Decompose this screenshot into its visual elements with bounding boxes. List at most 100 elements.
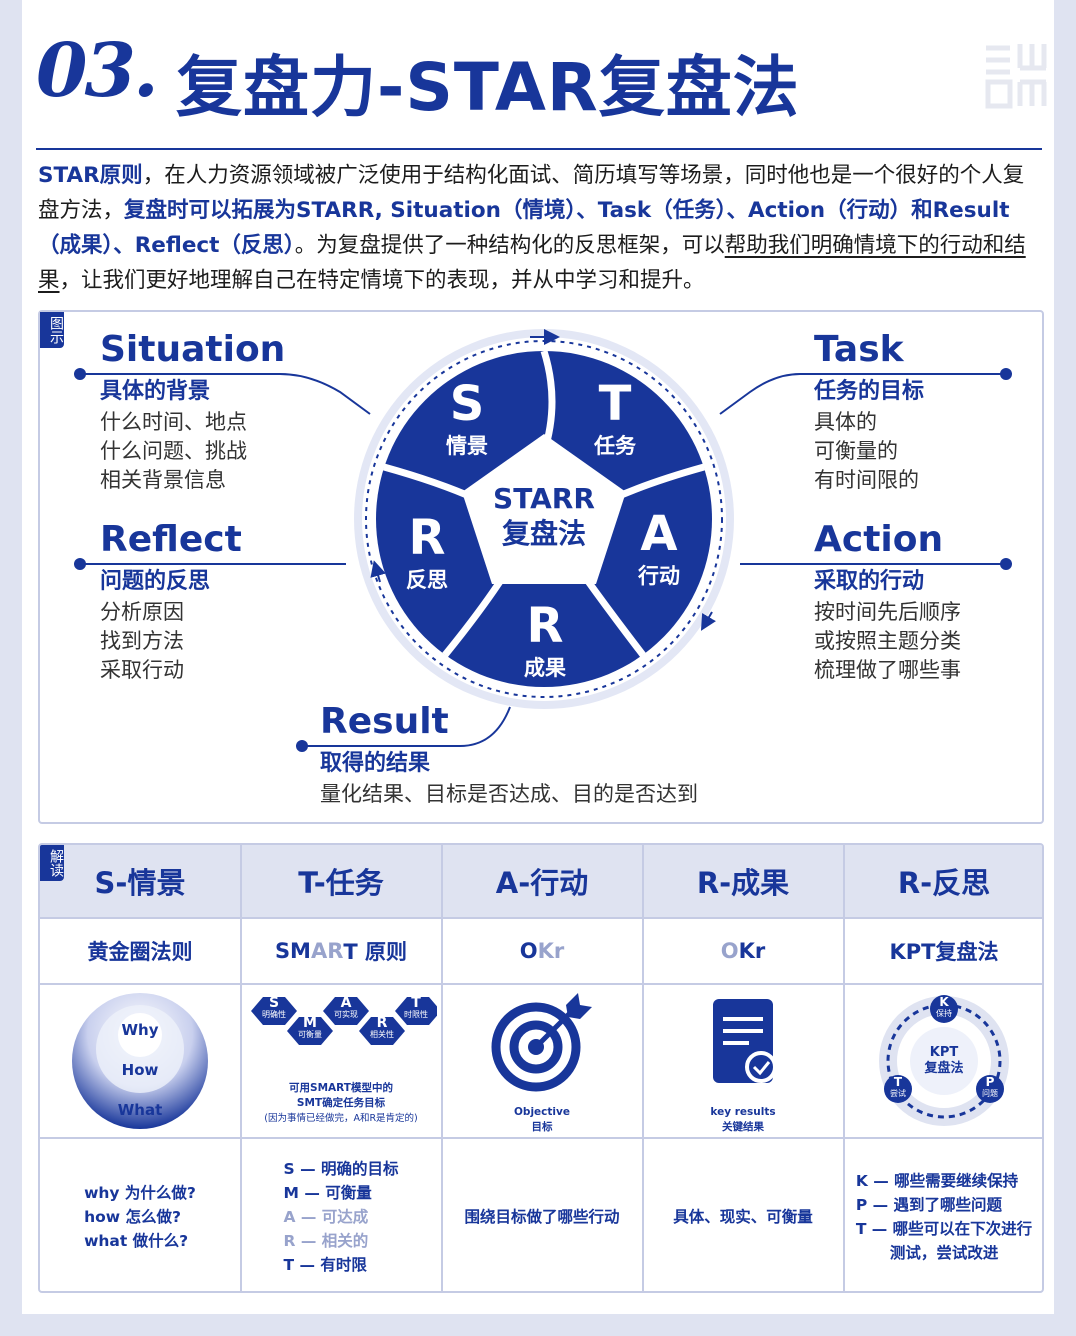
segment-t: T 任务	[580, 378, 650, 460]
segment-s-label: 情景	[446, 434, 488, 458]
keyresults-cell: key results 关键结果	[643, 985, 843, 1137]
smart-caption-2: SMT确定任务目标	[296, 1097, 386, 1109]
desc-t-line: R — 相关的	[283, 1232, 369, 1250]
action-title: Action	[814, 519, 944, 560]
desc-t-line: T — 有时限	[283, 1256, 367, 1274]
smart-s-text: 明确性	[262, 1010, 286, 1019]
diagram-tag: 图示	[40, 312, 64, 348]
kpt-p: P 问题	[976, 1076, 1004, 1099]
interpretation-table: 解读 S-情景 T-任务 A-行动 R-成果 R-反思 黄金圈法则 SM AR T …	[38, 843, 1044, 1293]
header-situation: S-情景	[94, 866, 186, 900]
block-reflect: Reflect 问题的反思 分析原因 找到方法 采取行动	[100, 518, 360, 685]
table-tag: 解读	[40, 845, 64, 881]
column-divider	[441, 845, 443, 1291]
intro-bold-2: 复盘时可以拓展为STARR, Situation（情境）、Task（任务）、Ac…	[38, 198, 1010, 258]
smart-s: S 明确性	[251, 996, 297, 1021]
center-line-2: 复盘法	[501, 517, 586, 550]
block-action: Action 采取的行动 按时间先后顺序 或按照主题分类 梳理做了哪些事	[814, 518, 1034, 685]
column-divider	[642, 845, 644, 1291]
row-divider	[40, 1137, 1042, 1139]
reflect-line: 分析原因	[100, 600, 184, 624]
golden-circle-icon	[72, 993, 208, 1129]
task-title: Task	[814, 329, 904, 370]
segment-s: S 情景	[432, 378, 502, 460]
method-smart-c: T 原则	[343, 940, 408, 964]
keyresults-en: key results	[710, 1106, 776, 1118]
header-reflect: R-反思	[897, 866, 991, 900]
kpt-k: K 保持	[930, 996, 958, 1019]
segment-r-reflect-label: 反思	[406, 568, 448, 592]
kpt-p-text: 问题	[982, 1089, 998, 1098]
kpt-k-text: 保持	[936, 1009, 952, 1018]
segment-r-reflect: R 反思	[392, 512, 462, 594]
target-icon	[491, 993, 592, 1092]
kpt-center-2: 复盘法	[924, 1061, 964, 1076]
diagram-graphics	[74, 329, 1012, 752]
desc-s-line: why 为什么做?	[84, 1184, 196, 1202]
center-line-1: STARR	[493, 482, 595, 515]
method-kpt: KPT复盘法	[889, 940, 999, 964]
result-line: 量化结果、目标是否达成、目的是否达到	[320, 782, 698, 806]
desc-k-line: 测试，尝试改进	[889, 1244, 999, 1262]
method-okr-b: K	[537, 939, 554, 963]
segment-a: A 行动	[624, 508, 694, 590]
smart-caption-3: (因为事情已经做完，A和R是肯定的)	[264, 1113, 418, 1124]
smart-a: A 可实现	[323, 996, 369, 1021]
reflect-line: 采取行动	[100, 658, 184, 682]
smart-caption: 可用SMART模型中的 SMT确定任务目标 (因为事情已经做完，A和R是肯定的)	[245, 1081, 437, 1126]
method-okr2-a: O	[720, 939, 739, 963]
smart-m-text: 可衡量	[298, 1030, 322, 1039]
task-line: 具体的	[814, 410, 877, 434]
block-result: Result 取得的结果 量化结果、目标是否达成、目的是否达到	[320, 700, 820, 809]
intro-text-3: ，让我们更好地理解自己在特定情境下的表现，并从中学习和提升。	[59, 268, 705, 293]
header-task: T-任务	[298, 866, 384, 900]
result-subtitle: 取得的结果	[320, 751, 431, 776]
smart-m: M 可衡量	[287, 1016, 333, 1041]
method-okr2-b: Kr	[738, 939, 766, 963]
row-divider	[40, 917, 1042, 919]
action-line: 或按照主题分类	[814, 629, 961, 653]
star-diagram: 图示	[38, 310, 1044, 824]
kpt-t-letter: T	[893, 1075, 903, 1089]
desc-t-line: S — 明确的目标	[283, 1160, 399, 1178]
kpt-t: T 尝试	[884, 1075, 912, 1099]
method-smart-a: SM	[274, 939, 311, 963]
block-situation: Situation 具体的背景 什么时间、地点 什么问题、挑战 相关背景信息	[100, 328, 360, 495]
segment-t-label: 任务	[594, 434, 636, 458]
task-line: 可衡量的	[814, 439, 898, 463]
desc-k-line: P — 遇到了哪些问题	[855, 1196, 1002, 1214]
reflect-title: Reflect	[100, 519, 242, 560]
smart-r-text: 相关性	[370, 1030, 394, 1039]
situation-line: 什么问题、挑战	[100, 439, 247, 463]
desc-s-line: how 怎么做?	[84, 1208, 181, 1226]
objective-label: Objective 目标	[482, 1105, 602, 1135]
golden-how: How	[121, 1061, 159, 1079]
header-action: A-行动	[495, 866, 589, 900]
smart-cell: S 明确性 M 可衡量 A 可实现 R 相关性 T 时限性	[241, 985, 441, 1137]
golden-what: What	[117, 1101, 163, 1119]
result-title: Result	[320, 701, 449, 742]
reflect-subtitle: 问题的反思	[100, 569, 211, 594]
objective-cn: 目标	[531, 1121, 553, 1133]
kpt-center: KPT 复盘法	[910, 1045, 978, 1077]
objective-cell: Objective 目标	[442, 985, 642, 1137]
desc-t-line: A — 可达成	[283, 1208, 369, 1226]
task-subtitle: 任务的目标	[814, 379, 925, 404]
intro-paragraph: STAR原则，在人力资源领域被广泛使用于结构化面试、简历填写等场景，同时他也是一…	[38, 158, 1044, 298]
segment-a-letter: A	[640, 506, 678, 562]
smart-t-text: 时限性	[404, 1010, 428, 1019]
title-row: 03. 复盘力-STAR复盘法	[36, 28, 1047, 128]
column-divider	[240, 845, 242, 1291]
desc-result: 具体、现实、可衡量	[673, 1208, 813, 1226]
situation-title: Situation	[100, 329, 286, 370]
method-golden-circle: 黄金圈法则	[87, 940, 193, 964]
situation-subtitle: 具体的背景	[100, 379, 211, 404]
action-line: 梳理做了哪些事	[814, 658, 961, 682]
desc-reflect: K — 哪些需要继续保持 P — 遇到了哪些问题 T — 哪些可以在下次进行 测…	[844, 1139, 1042, 1291]
segment-t-letter: T	[598, 376, 632, 432]
method-okr-result: O Kr	[643, 919, 843, 983]
desc-action: 围绕目标做了哪些行动	[464, 1208, 620, 1226]
page-title: 复盘力-STAR复盘法	[176, 49, 800, 126]
smart-a-text: 可实现	[334, 1010, 358, 1019]
page: 03. 复盘力-STAR复盘法 STAR原则，在人力资源领域被广泛使用于结构化面…	[22, 0, 1054, 1314]
